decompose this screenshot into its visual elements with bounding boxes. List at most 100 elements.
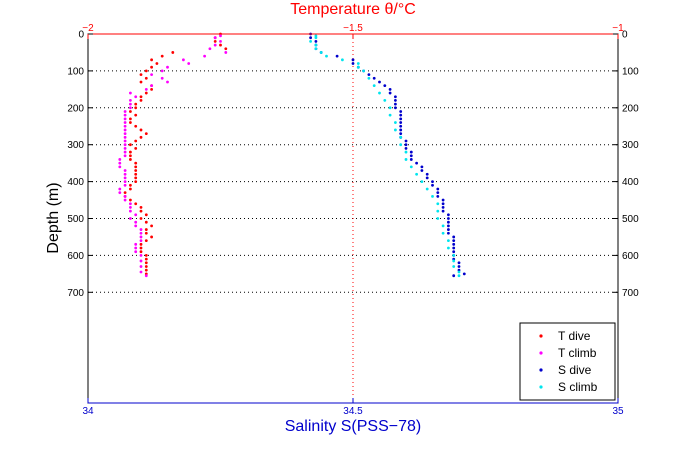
data-point (134, 106, 138, 110)
data-point (118, 161, 122, 165)
data-point (139, 99, 143, 102)
data-point (139, 206, 143, 209)
legend: T dive T climb S dive S climb (519, 322, 616, 401)
data-point (452, 254, 456, 257)
data-point (309, 36, 312, 40)
data-point (420, 169, 424, 172)
data-point (129, 110, 132, 113)
data-point (123, 139, 127, 143)
data-point (452, 239, 456, 243)
data-point (160, 69, 164, 73)
y-tick-label-left: 600 (67, 251, 84, 262)
data-point (118, 158, 122, 161)
data-point (123, 128, 127, 132)
data-point (420, 180, 424, 184)
data-point (335, 54, 339, 58)
bottom-tick-label: 34.5 (343, 406, 363, 417)
data-point (129, 217, 132, 220)
data-point (144, 239, 148, 243)
data-point (447, 228, 450, 231)
data-point (123, 117, 127, 121)
data-point (351, 58, 355, 62)
data-point (118, 187, 122, 191)
data-point (155, 62, 159, 65)
y-tick-label-left: 400 (67, 177, 84, 188)
data-point (399, 110, 403, 113)
data-point (441, 224, 445, 228)
data-point (219, 43, 222, 47)
data-point (388, 113, 392, 117)
data-point (213, 36, 217, 40)
data-point (134, 242, 138, 246)
data-point (139, 270, 143, 274)
data-point (213, 43, 217, 47)
data-point (160, 76, 164, 80)
data-point (150, 87, 154, 91)
data-point (219, 39, 222, 43)
data-point (139, 228, 143, 231)
data-point (452, 250, 456, 254)
data-point (399, 143, 403, 147)
data-point (134, 146, 138, 150)
y-tick-label-right: 700 (622, 288, 639, 299)
data-point (314, 39, 318, 43)
data-point (404, 139, 408, 143)
data-point (431, 194, 434, 198)
data-point (139, 254, 143, 257)
data-point (447, 213, 450, 217)
top-tick-label: −1 (612, 23, 624, 34)
data-point (447, 220, 450, 224)
y-tick-label-left: 300 (67, 140, 84, 151)
data-point (404, 150, 408, 154)
data-point (447, 217, 450, 220)
data-point (415, 172, 418, 176)
data-point (134, 224, 138, 228)
y-tick-label-left: 200 (67, 103, 84, 114)
data-point (420, 165, 424, 169)
data-point (319, 51, 323, 54)
y-tick-label-left: 500 (67, 214, 84, 225)
data-point (182, 58, 185, 62)
data-point (134, 161, 138, 165)
data-point (139, 95, 143, 99)
data-point (134, 202, 138, 206)
data-point (447, 231, 450, 235)
data-point (356, 62, 360, 65)
data-point (139, 239, 143, 243)
data-point (187, 62, 191, 65)
data-point (409, 158, 413, 161)
data-point (399, 117, 403, 121)
data-point (123, 180, 127, 184)
data-point (144, 274, 148, 278)
data-point (425, 172, 429, 176)
data-point (129, 158, 132, 161)
bottom-axis-title: Salinity S(PSS−78) (285, 418, 422, 435)
data-point (404, 143, 408, 147)
y-tick-label-left: 700 (67, 288, 84, 299)
data-point (129, 202, 132, 206)
data-point (457, 265, 461, 268)
data-point (367, 76, 371, 80)
y-tick-label-left: 0 (78, 30, 84, 41)
top-tick-label: −2 (82, 23, 94, 34)
top-axis-title: Temperature θ/°C (290, 1, 416, 18)
data-point (208, 47, 212, 51)
data-point (399, 135, 403, 139)
bottom-tick-label: 34 (82, 406, 94, 417)
y-tick-label-right: 300 (622, 140, 639, 151)
data-point (160, 54, 164, 58)
data-point (447, 239, 450, 243)
data-point (129, 106, 132, 110)
data-point (144, 69, 148, 73)
data-point (150, 84, 154, 88)
series-t-climb (118, 34, 228, 278)
data-point (436, 202, 440, 206)
data-point (452, 259, 456, 263)
data-point (436, 194, 440, 198)
data-point (383, 99, 387, 102)
data-point (144, 87, 148, 91)
data-point (123, 113, 127, 117)
data-point (409, 154, 413, 158)
data-point (144, 91, 148, 95)
data-point (372, 76, 376, 80)
